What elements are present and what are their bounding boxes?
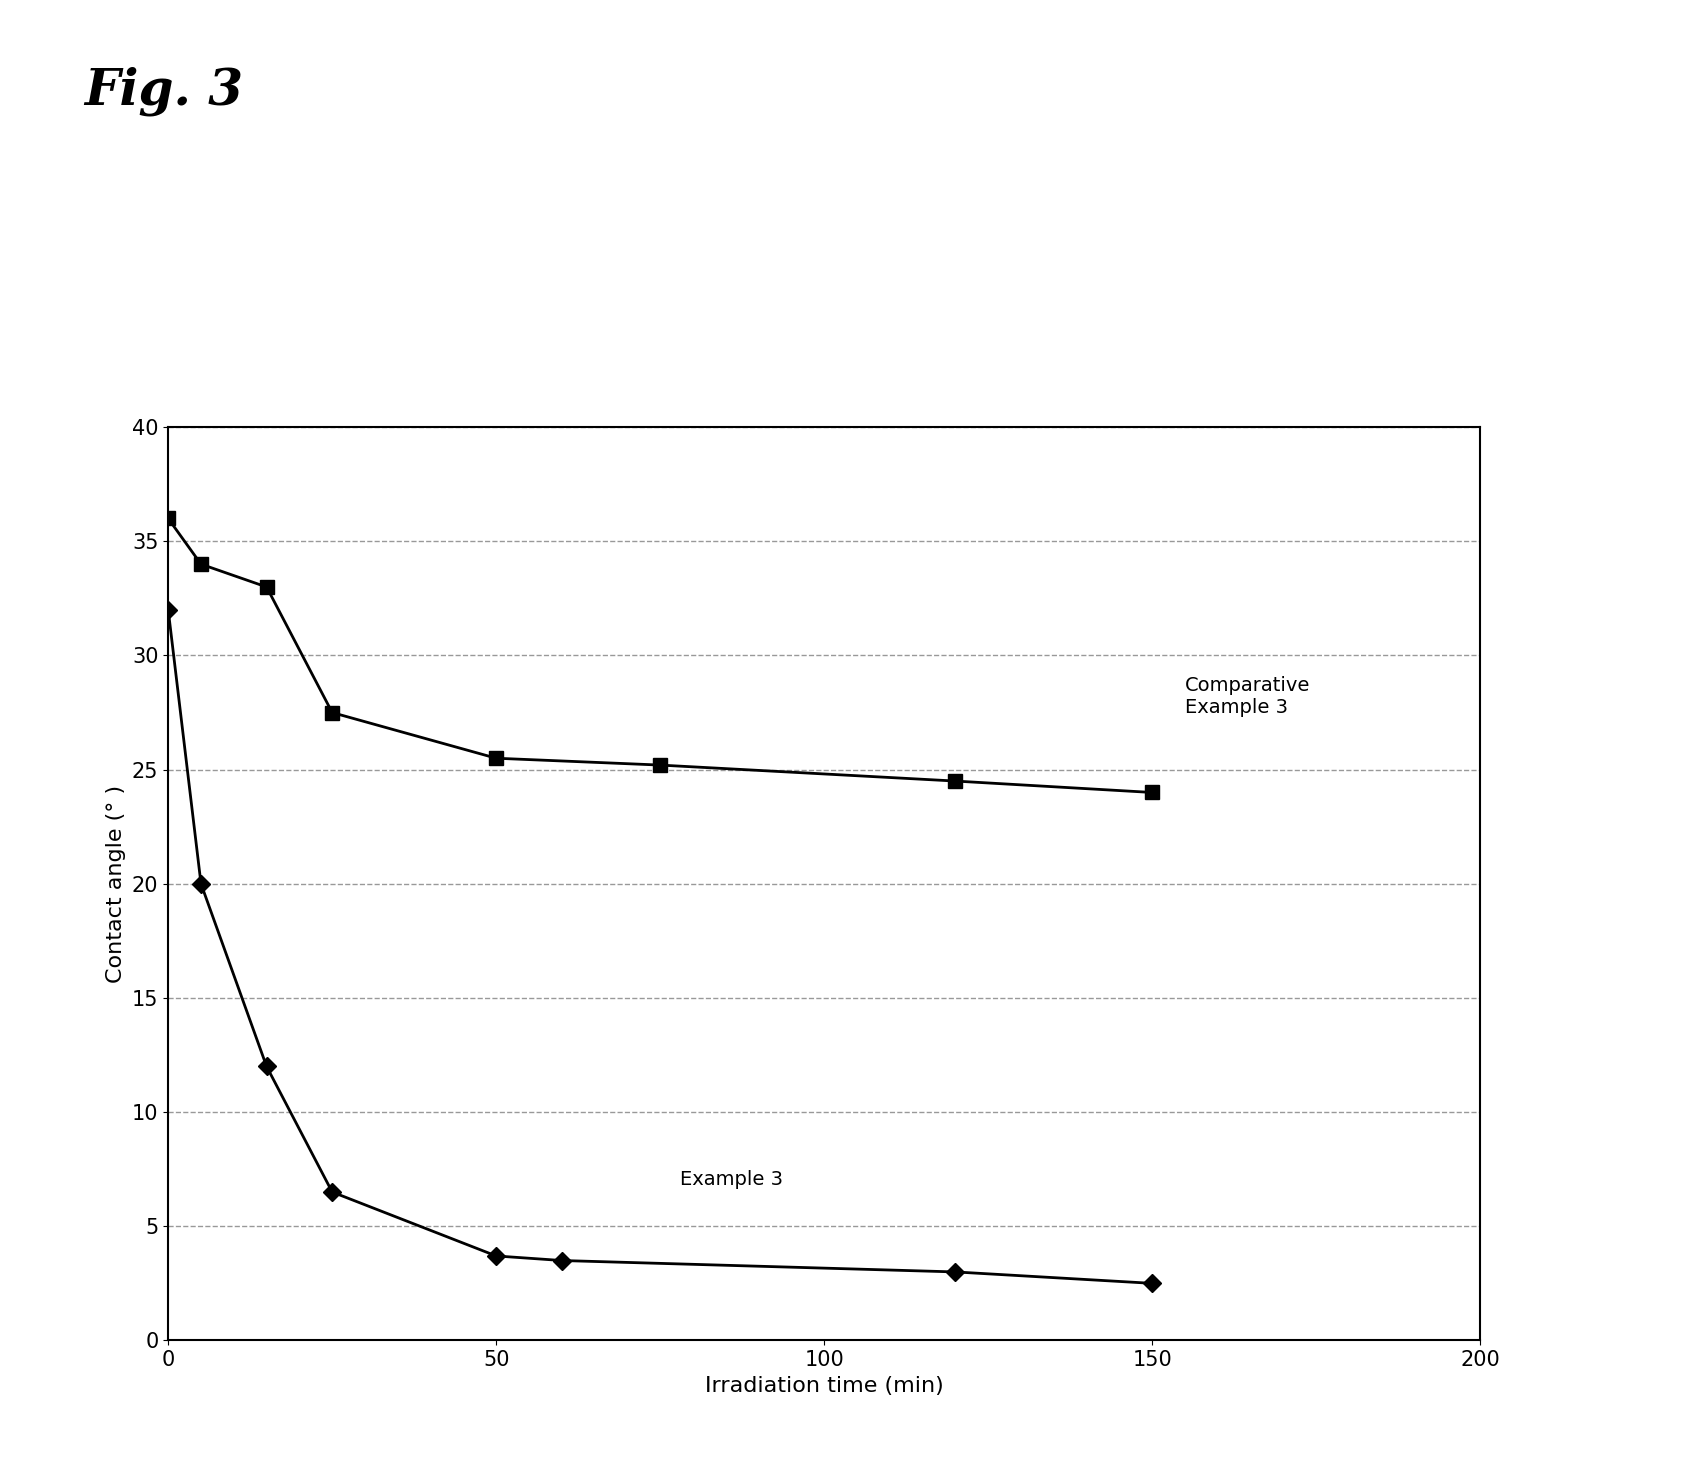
X-axis label: Irradiation time (min): Irradiation time (min): [705, 1376, 944, 1396]
Text: Example 3: Example 3: [680, 1170, 782, 1189]
Text: Comparative
Example 3: Comparative Example 3: [1184, 676, 1310, 716]
Y-axis label: Contact angle (° ): Contact angle (° ): [106, 785, 126, 982]
Text: Fig. 3: Fig. 3: [84, 66, 244, 116]
